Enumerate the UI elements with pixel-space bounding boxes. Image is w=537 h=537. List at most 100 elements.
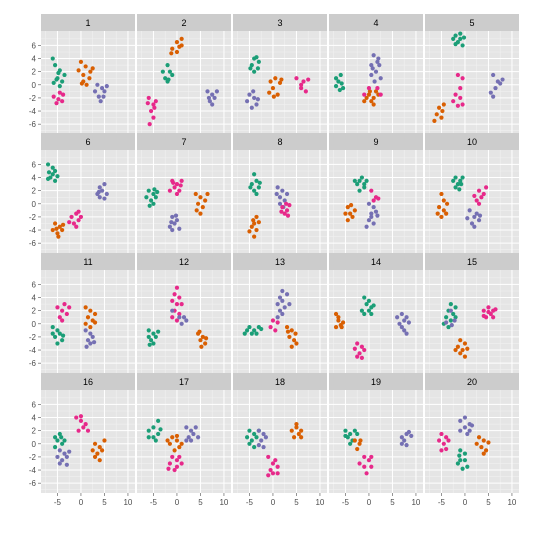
scatter-point-green [53,435,58,440]
y-tick-label: 4 [32,294,37,303]
scatter-point-purple [170,214,175,220]
scatter-point-orange [345,218,350,223]
scatter-point-purple [256,443,261,448]
scatter-point-purple [449,323,454,328]
scatter-point-orange [78,59,84,64]
scatter-point-green [252,172,257,177]
scatter-point-pink [270,471,276,476]
scatter-point-purple [88,341,93,346]
scatter-point-green [57,84,62,89]
scatter-point-orange [251,218,256,223]
scatter-point-orange [460,347,465,353]
scatter-point-green [371,303,376,308]
scatter-point-orange [371,102,376,107]
y-tick-label: 6 [32,160,37,169]
scatter-point-purple [170,227,175,233]
scatter-point-orange [296,431,301,437]
scatter-point-orange [92,441,98,446]
facet-label: 1 [85,18,90,28]
scatter-point-orange [476,435,482,440]
scatter-point-purple [277,295,283,300]
scatter-point-purple [491,72,496,78]
y-tick-label: -6 [29,239,37,248]
facet-strip [425,253,519,270]
scatter-point-orange [196,201,201,206]
scatter-point-purple [280,288,285,294]
scatter-point-green [256,59,261,64]
scatter-point-orange [92,454,98,460]
scatter-point-purple [284,292,290,297]
scatter-point-green [369,311,374,317]
facet-panel-9: 9 [329,133,423,253]
scatter-point-green [55,328,60,333]
scatter-point-purple [472,214,477,220]
scatter-point-orange [55,231,60,236]
scatter-point-orange [458,351,463,356]
scatter-point-pink [266,454,271,460]
scatter-point-pink [178,183,183,188]
scatter-point-purple [377,63,382,68]
y-tick-label: -4 [29,226,37,235]
scatter-point-green [460,175,465,180]
scatter-point-orange [83,64,88,69]
scatter-point-purple [399,311,404,317]
scatter-point-green [451,36,456,41]
scatter-point-purple [399,435,404,440]
scatter-point-purple [252,95,257,101]
x-tick-label: -5 [342,498,350,507]
scatter-point-pink [284,208,290,213]
scatter-point-green [146,435,151,440]
scatter-point-pink [67,305,72,310]
scatter-point-orange [350,214,355,220]
scatter-point-purple [462,415,468,420]
scatter-point-purple [277,201,283,206]
scatter-point-pink [359,344,364,349]
scatter-point-orange [481,438,486,443]
scatter-point-pink [69,214,74,220]
scatter-point-purple [191,431,196,437]
scatter-point-orange [200,204,205,210]
scatter-point-purple [399,324,404,330]
scatter-point-orange [462,354,468,359]
facet-strip [137,253,231,270]
scatter-point-pink [167,188,172,193]
scatter-point-pink [166,466,171,471]
scatter-point-purple [498,81,503,86]
facet-label: 18 [275,377,285,387]
y-tick-label: 0 [32,200,37,209]
scatter-point-orange [203,336,209,341]
scatter-point-green [254,191,259,197]
scatter-point-purple [404,331,409,336]
panel-background [329,150,423,253]
scatter-point-purple [100,188,105,193]
scatter-point-green [151,201,156,206]
scatter-point-orange [83,305,88,310]
scatter-point-orange [90,66,95,71]
scatter-point-purple [102,89,107,94]
scatter-point-purple [174,218,180,223]
scatter-point-green [337,87,342,93]
scatter-point-pink [355,341,360,346]
scatter-point-orange [85,315,91,320]
scatter-point-purple [366,201,372,206]
scatter-point-green [151,331,156,336]
scatter-point-pink [149,108,154,114]
y-tick-label: 2 [32,307,37,316]
scatter-point-purple [247,92,252,97]
scatter-point-purple [477,213,483,218]
scatter-point-purple [282,198,287,203]
scatter-point-green [146,334,151,340]
x-tick-label: 5 [102,498,107,507]
scatter-point-purple [173,213,179,218]
scatter-point-purple [92,89,98,94]
scatter-point-pink [60,92,66,97]
scatter-point-orange [455,344,460,349]
scatter-point-green [448,302,453,307]
scatter-point-pink [76,209,81,214]
scatter-point-green [343,428,348,433]
x-tick-label: 0 [463,498,468,507]
scatter-point-purple [172,221,177,226]
scatter-point-pink [74,224,79,229]
facet-label: 7 [181,137,186,147]
scatter-point-purple [369,63,374,68]
